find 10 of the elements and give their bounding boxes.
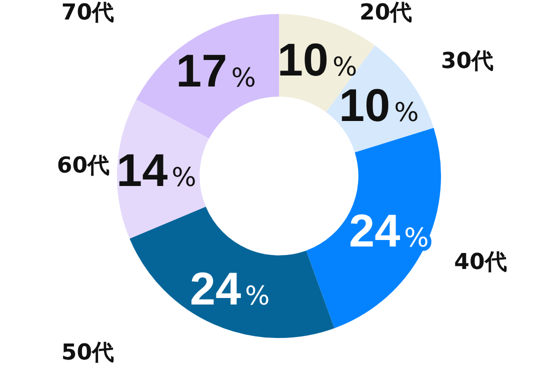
slice-label: 50代 bbox=[61, 340, 114, 366]
data-label: 14% bbox=[116, 144, 196, 196]
data-label: 24% bbox=[348, 204, 429, 256]
slice-label: 70代 bbox=[61, 0, 114, 26]
data-label: 17% bbox=[176, 44, 256, 97]
slice-label: 30代 bbox=[440, 49, 494, 74]
slice-label: 40代 bbox=[454, 250, 507, 275]
slice-label: 60代 bbox=[56, 153, 110, 178]
data-label: 24% bbox=[190, 262, 270, 314]
slice-label: 20代 bbox=[360, 0, 412, 26]
